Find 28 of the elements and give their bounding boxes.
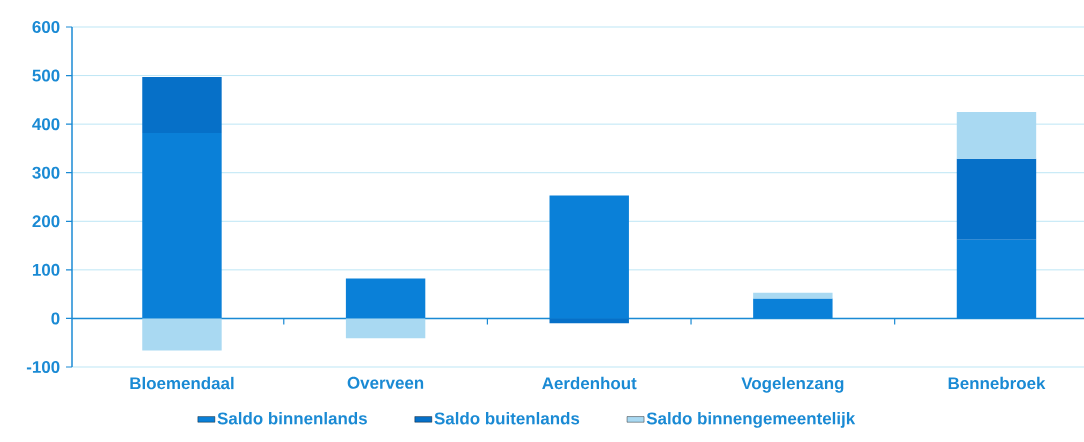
- y-tick-label: -100: [26, 361, 60, 373]
- legend-label: Saldo binnenlands: [217, 411, 367, 425]
- bar: [142, 77, 222, 133]
- bar: [549, 318, 629, 324]
- x-tick-label: Bloemendaal: [130, 376, 234, 390]
- x-tick-label: Bennebroek: [948, 376, 1046, 390]
- legend-label: Saldo buitenlands: [434, 411, 580, 425]
- bar: [956, 158, 1037, 240]
- y-tick-label: 400: [32, 118, 60, 131]
- bar: [345, 318, 426, 339]
- bar: [956, 239, 1037, 319]
- y-tick-label: 100: [32, 263, 60, 276]
- y-tick-label: 600: [32, 21, 60, 33]
- y-tick-label: 200: [32, 215, 60, 228]
- bar: [753, 292, 833, 299]
- y-tick-label: 500: [32, 69, 60, 82]
- x-tick-label: Vogelenzang: [741, 376, 844, 393]
- bar: [142, 132, 222, 319]
- bar: [345, 278, 426, 319]
- x-tick-label: Overveen: [347, 376, 424, 389]
- y-tick-label: 0: [51, 312, 60, 325]
- bar: [753, 298, 833, 319]
- bar: [549, 195, 629, 319]
- y-tick-label: 300: [32, 166, 60, 179]
- bar: [956, 112, 1037, 159]
- legend-label: Saldo binnengemeentelijk: [646, 411, 856, 428]
- bar: [142, 318, 222, 351]
- x-tick-label: Aerdenhout: [542, 376, 637, 390]
